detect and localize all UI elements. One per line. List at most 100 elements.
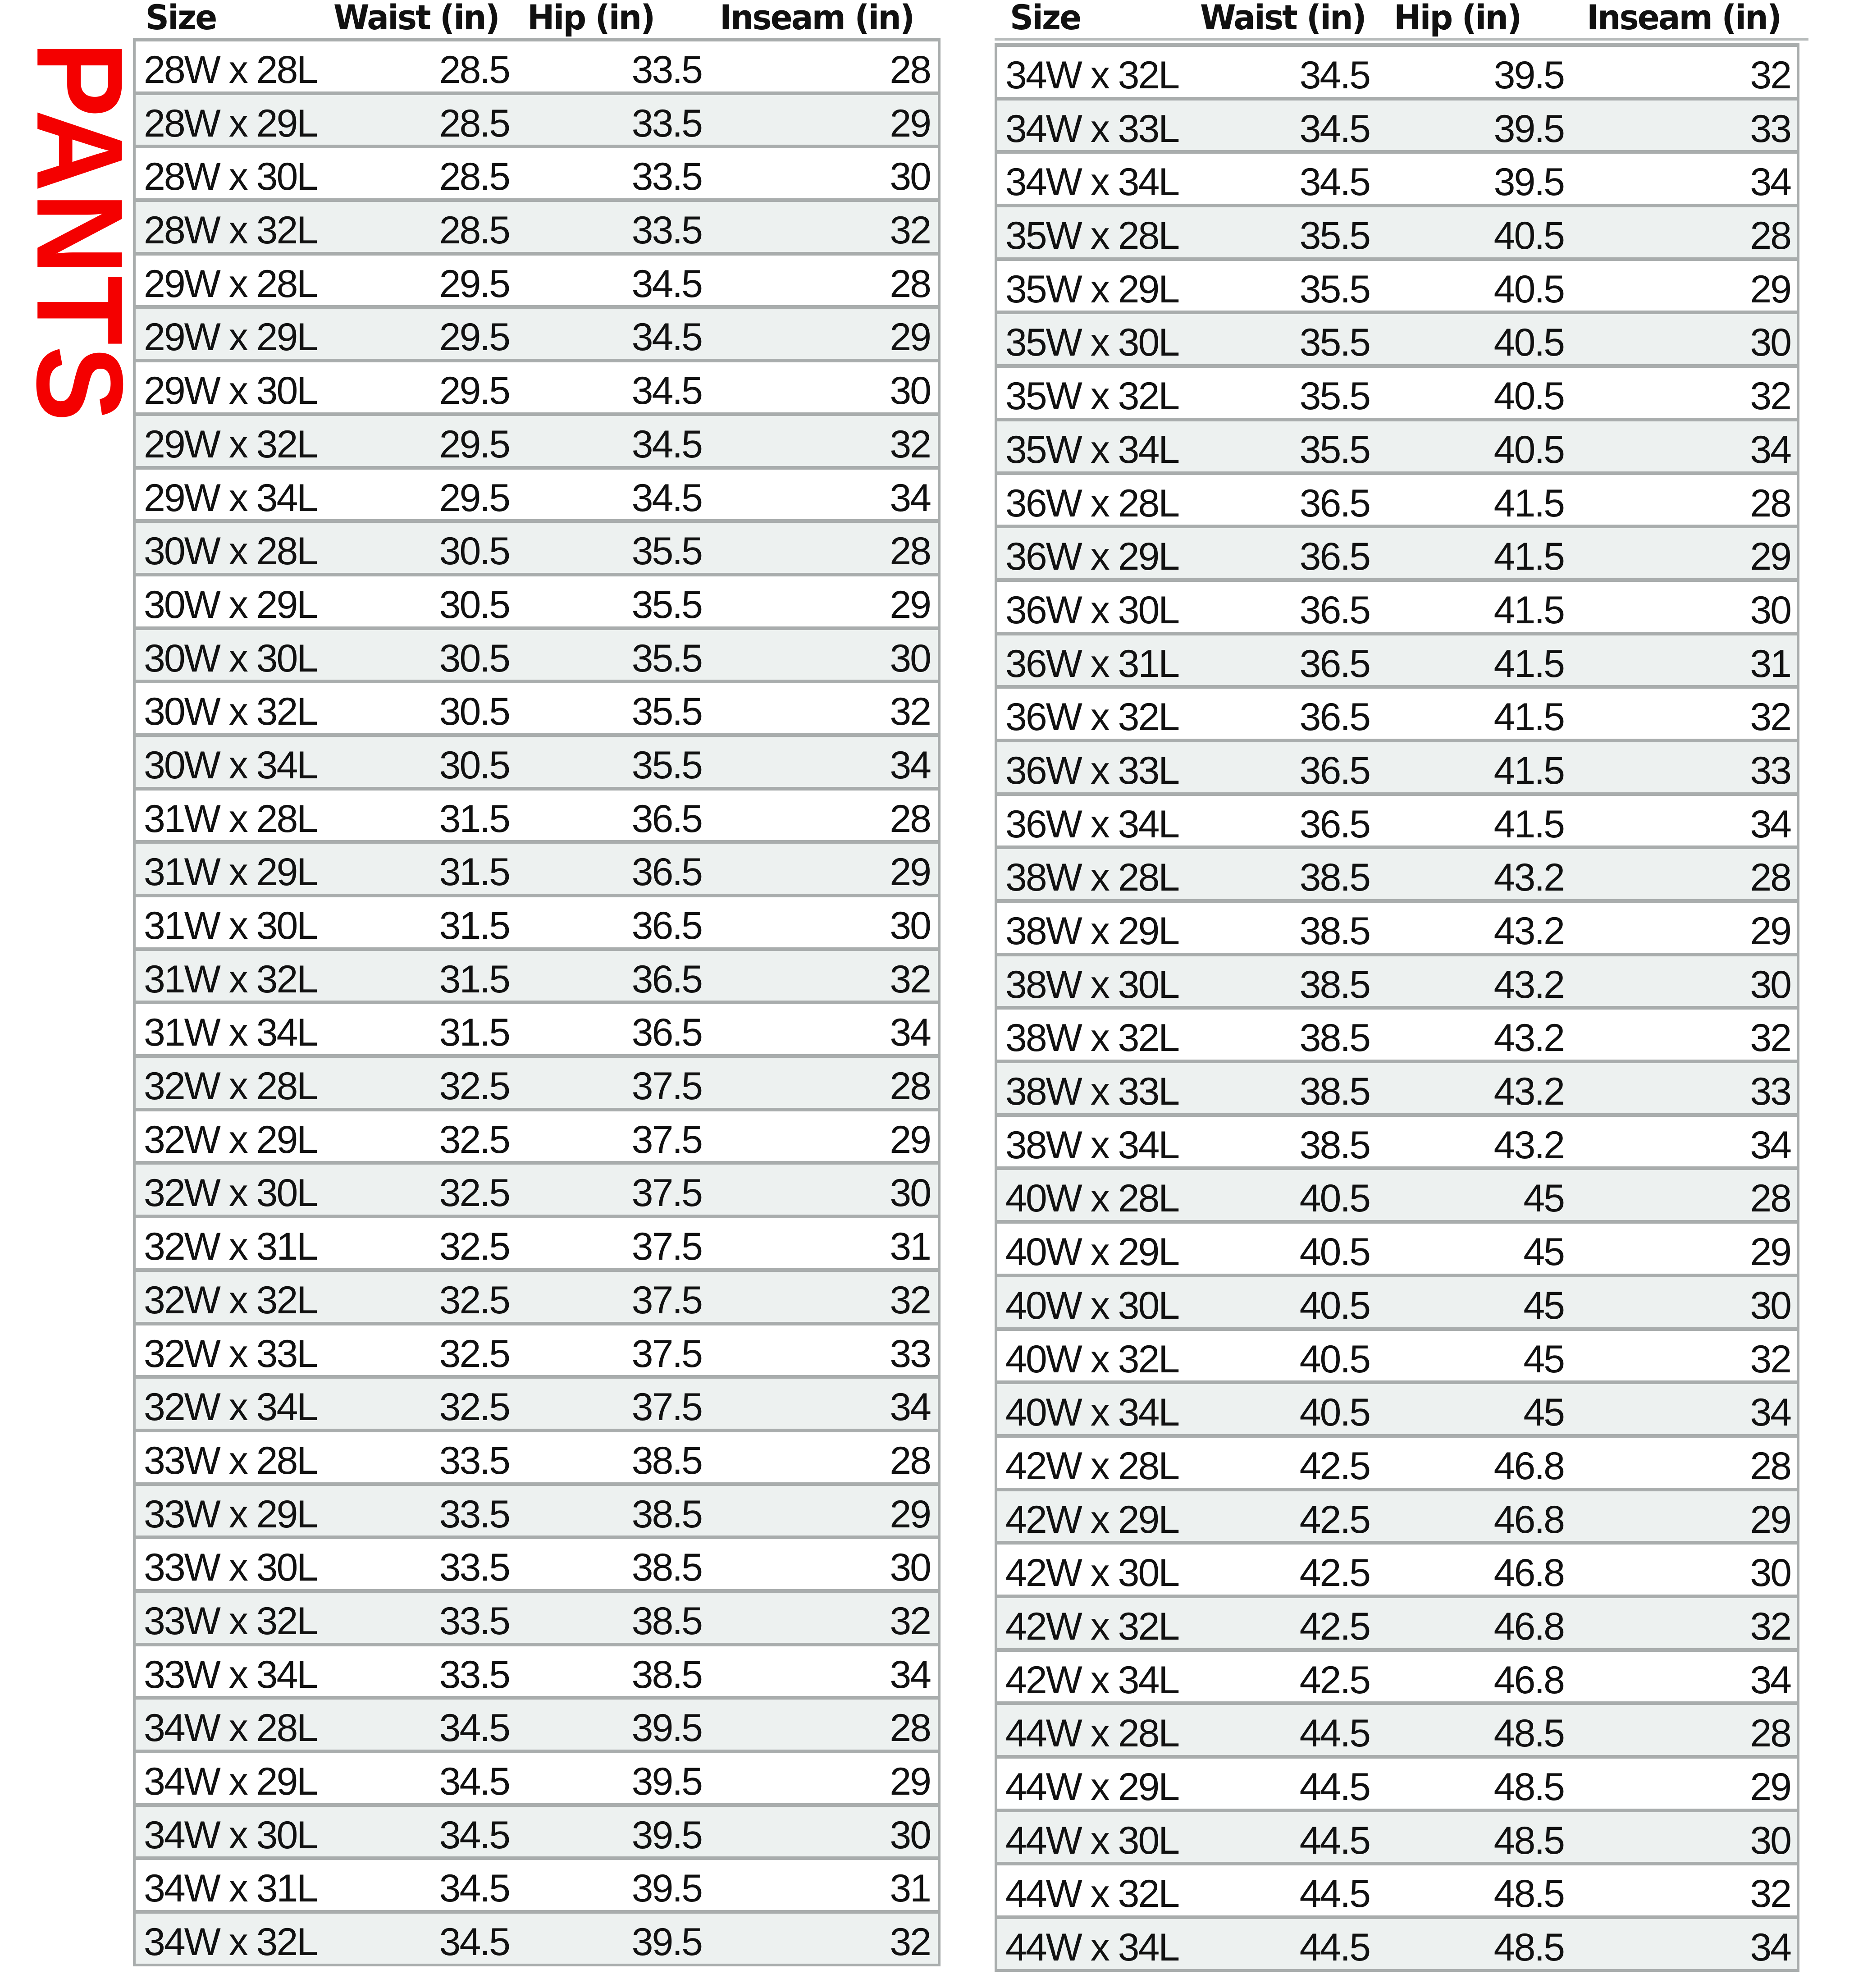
cell-inseam: 28 [890, 262, 932, 306]
cell-size: 44W x 32L [1005, 1872, 1180, 1916]
cell-inseam: 34 [1750, 1123, 1792, 1167]
table-row: 40W x 30L 40.5 45 30 [997, 1273, 1797, 1327]
cell-waist: 29.5 [439, 262, 511, 306]
cell-inseam: 32 [890, 422, 932, 466]
table-row: 34W x 28L 34.5 39.5 28 [136, 1696, 938, 1750]
cell-waist: 28.5 [439, 209, 511, 252]
cell-waist: 33.5 [439, 1599, 511, 1643]
cell-waist: 32.5 [439, 1171, 511, 1215]
header-waist: Waist (in) [1200, 0, 1367, 37]
cell-size: 36W x 28L [1005, 481, 1180, 525]
cell-inseam: 29 [1750, 267, 1792, 311]
table-row: 40W x 28L 40.5 45 28 [997, 1166, 1797, 1220]
cell-size: 31W x 34L [144, 1011, 318, 1055]
cell-inseam: 30 [1750, 1819, 1792, 1862]
cell-waist: 38.5 [1299, 963, 1371, 1006]
cell-inseam: 29 [1750, 909, 1792, 953]
cell-waist: 30.5 [439, 690, 511, 734]
table-row: 36W x 31L 36.5 41.5 31 [997, 631, 1797, 686]
table-row: 30W x 29L 30.5 35.5 29 [136, 572, 938, 626]
cell-hip: 33.5 [631, 101, 703, 145]
cell-inseam: 32 [1750, 1872, 1792, 1916]
cell-size: 31W x 30L [144, 904, 318, 947]
cell-hip: 34.5 [631, 422, 703, 466]
cell-inseam: 29 [890, 101, 932, 145]
table-row: 34W x 32L 34.5 39.5 32 [136, 1910, 938, 1964]
table-row: 32W x 29L 32.5 37.5 29 [136, 1107, 938, 1161]
cell-hip: 39.5 [631, 1920, 703, 1964]
cell-hip: 46.8 [1493, 1658, 1565, 1702]
cell-hip: 43.2 [1493, 909, 1565, 953]
table-row: 36W x 32L 36.5 41.5 32 [997, 685, 1797, 739]
cell-inseam: 28 [1750, 1177, 1792, 1220]
cell-size: 34W x 33L [1005, 107, 1180, 151]
cell-size: 33W x 28L [144, 1439, 318, 1482]
table-row: 38W x 32L 38.5 43.2 32 [997, 1006, 1797, 1060]
cell-hip: 45 [1523, 1391, 1565, 1435]
cell-size: 40W x 34L [1005, 1391, 1180, 1435]
cell-size: 34W x 34L [1005, 160, 1180, 204]
cell-size: 36W x 34L [1005, 802, 1180, 846]
header-size: Size [1010, 0, 1082, 37]
cell-size: 40W x 28L [1005, 1177, 1180, 1220]
cell-inseam: 30 [890, 1546, 932, 1590]
table-row: 34W x 30L 34.5 39.5 30 [136, 1803, 938, 1857]
header-inseam: Inseam (in) [1587, 0, 1782, 37]
cell-inseam: 29 [1750, 1230, 1792, 1274]
cell-size: 33W x 30L [144, 1546, 318, 1590]
cell-hip: 48.5 [1493, 1872, 1565, 1916]
cell-size: 30W x 28L [144, 530, 318, 573]
cell-size: 40W x 29L [1005, 1230, 1180, 1274]
cell-hip: 39.5 [631, 1706, 703, 1750]
cell-waist: 40.5 [1299, 1230, 1371, 1274]
table-row: 30W x 32L 30.5 35.5 32 [136, 680, 938, 733]
table-row: 31W x 34L 31.5 36.5 34 [136, 1001, 938, 1054]
cell-inseam: 34 [1750, 160, 1792, 204]
table-row: 33W x 28L 33.5 38.5 28 [136, 1428, 938, 1482]
cell-hip: 35.5 [631, 743, 703, 787]
table-row: 38W x 28L 38.5 43.2 28 [997, 845, 1797, 899]
table-row: 44W x 29L 44.5 48.5 29 [997, 1755, 1797, 1809]
cell-size: 36W x 29L [1005, 535, 1180, 579]
cell-size: 40W x 30L [1005, 1284, 1180, 1327]
cell-inseam: 29 [1750, 1765, 1792, 1809]
cell-waist: 32.5 [439, 1278, 511, 1322]
table-row: 31W x 28L 31.5 36.5 28 [136, 786, 938, 841]
table-row: 34W x 29L 34.5 39.5 29 [136, 1750, 938, 1803]
cell-waist: 28.5 [439, 48, 511, 91]
cell-size: 38W x 28L [1005, 856, 1180, 900]
cell-waist: 34.5 [439, 1867, 511, 1910]
cell-waist: 36.5 [1299, 695, 1371, 739]
cell-hip: 41.5 [1493, 695, 1565, 739]
cell-waist: 38.5 [1299, 1123, 1371, 1167]
cell-size: 42W x 32L [1005, 1604, 1180, 1648]
cell-size: 31W x 32L [144, 957, 318, 1001]
cell-hip: 39.5 [631, 1760, 703, 1803]
cell-inseam: 28 [890, 530, 932, 573]
table-row: 35W x 34L 35.5 40.5 34 [997, 417, 1797, 471]
cell-inseam: 29 [890, 1760, 932, 1803]
cell-waist: 36.5 [1299, 535, 1371, 579]
cell-waist: 30.5 [439, 636, 511, 680]
cell-size: 32W x 28L [144, 1065, 318, 1108]
cell-hip: 40.5 [1493, 428, 1565, 471]
cell-inseam: 30 [1750, 1551, 1792, 1595]
cell-hip: 43.2 [1493, 963, 1565, 1006]
table-row: 38W x 33L 38.5 43.2 33 [997, 1060, 1797, 1113]
table-header: Size Waist (in) Hip (in) Inseam (in) [995, 0, 1808, 41]
cell-size: 38W x 33L [1005, 1070, 1180, 1114]
cell-hip: 36.5 [631, 904, 703, 947]
cell-inseam: 34 [890, 743, 932, 787]
cell-hip: 41.5 [1493, 802, 1565, 846]
cell-inseam: 33 [1750, 749, 1792, 792]
cell-size: 30W x 29L [144, 583, 318, 626]
cell-inseam: 34 [1750, 1391, 1792, 1435]
cell-size: 31W x 29L [144, 850, 318, 894]
table-row: 44W x 30L 44.5 48.5 30 [997, 1808, 1797, 1862]
cell-size: 32W x 32L [144, 1278, 318, 1322]
table-row: 29W x 32L 29.5 34.5 32 [136, 412, 938, 466]
cell-size: 44W x 29L [1005, 1765, 1180, 1809]
cell-waist: 38.5 [1299, 1070, 1371, 1114]
table-row: 36W x 29L 36.5 41.5 29 [997, 525, 1797, 578]
cell-hip: 45 [1523, 1230, 1565, 1274]
